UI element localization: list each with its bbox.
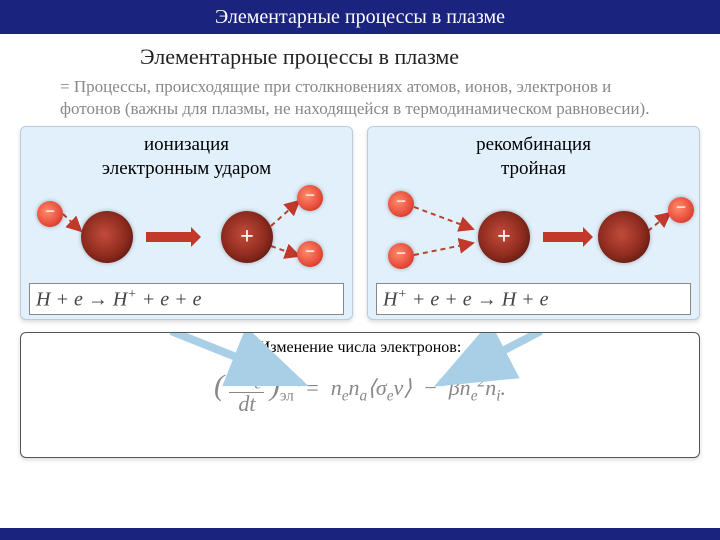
panel-right-title-1: рекомбинация: [476, 134, 591, 155]
bottom-title: Изменение числа электронов:: [31, 339, 689, 357]
ion-atom: +: [478, 211, 530, 263]
equation-recombination: H+ + e + e → H + e: [376, 283, 691, 316]
electron: −: [388, 191, 414, 217]
panel-left-title: ионизация электронным ударом: [21, 127, 352, 181]
panel-left-title-1: ионизация: [144, 134, 229, 155]
panel-right-title-2: тройная: [501, 158, 566, 179]
panel-ionization: ионизация электронным ударом +−−− H + e …: [20, 126, 353, 320]
electron: −: [37, 201, 63, 227]
header-bar: Элементарные процессы в плазме: [0, 0, 720, 34]
electron: −: [388, 243, 414, 269]
equation-ionization: H + e → H+ + e + e: [29, 283, 344, 316]
ion-atom: +: [221, 211, 273, 263]
diagram-recombination: + − − −: [368, 181, 699, 281]
neutral-atom: [598, 211, 650, 263]
slide: Элементарные процессы в плазме Элементар…: [0, 0, 720, 540]
electron: −: [297, 185, 323, 211]
electron: −: [297, 241, 323, 267]
definition-text: = Процессы, происходящие при столкновени…: [0, 74, 720, 126]
panels-row: ионизация электронным ударом +−−− H + e …: [0, 126, 720, 320]
electron: −: [668, 197, 694, 223]
bottom-equation: ( dnedt )эл = nena⟨σev⟩ − βne2ni.: [31, 365, 689, 415]
footer-bar: [0, 528, 720, 540]
neutral-atom: [81, 211, 133, 263]
diagram-ionization: +−−−: [21, 181, 352, 281]
header-title: Элементарные процессы в плазме: [215, 6, 505, 28]
bottom-box: Изменение числа электронов: ( dnedt )эл …: [20, 332, 700, 458]
slide-subtitle: Элементарные процессы в плазме: [0, 34, 720, 74]
panel-right-title: рекомбинация тройная: [368, 127, 699, 181]
panel-left-title-2: электронным ударом: [102, 158, 271, 179]
panel-recombination: рекомбинация тройная + − − − H+ + e + e → H…: [367, 126, 700, 320]
